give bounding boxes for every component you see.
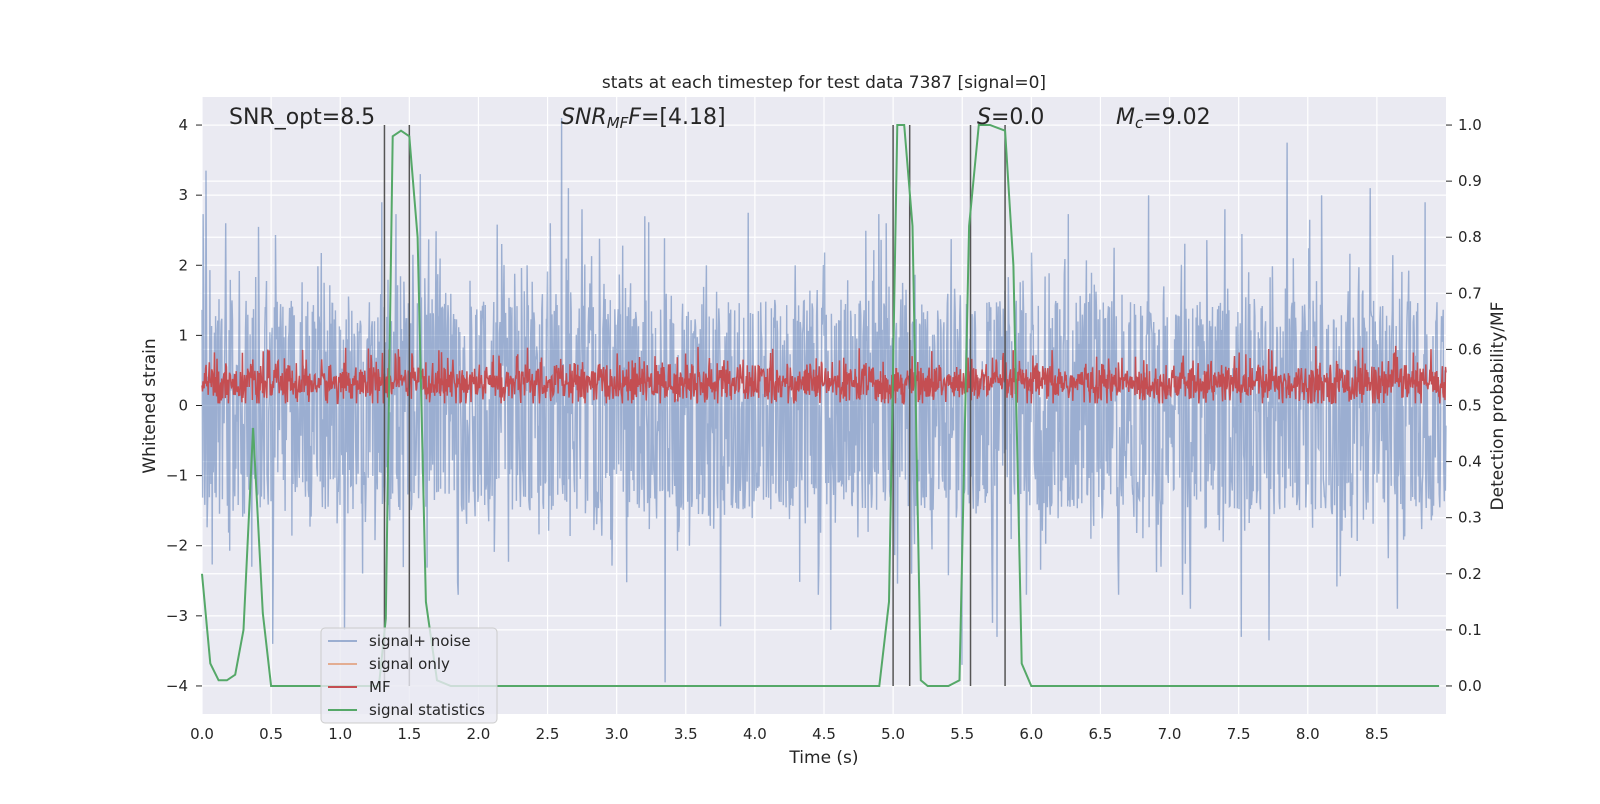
y2-tick-label: 0.0 bbox=[1458, 677, 1482, 695]
annotation-s-value: =0.0 bbox=[991, 105, 1044, 130]
x-tick-label: 2.0 bbox=[467, 725, 491, 743]
x-tick-label: 3.5 bbox=[674, 725, 698, 743]
y-tick-label: −4 bbox=[166, 677, 188, 695]
y-tick-label: 2 bbox=[178, 256, 188, 274]
chart-title: stats at each timestep for test data 738… bbox=[602, 73, 1046, 93]
x-tick-label: 8.0 bbox=[1296, 725, 1320, 743]
x-tick-label: 4.5 bbox=[812, 725, 836, 743]
y2-tick-label: 0.4 bbox=[1458, 453, 1482, 471]
legend-frame bbox=[320, 627, 498, 724]
annotation-mc: Mc=9.02 bbox=[1116, 105, 1211, 132]
annotation-snr-mf-subscript: MF bbox=[607, 114, 629, 132]
x-tick-label: 7.5 bbox=[1227, 725, 1251, 743]
x-tick-label: 1.0 bbox=[328, 725, 352, 743]
y-tick-label: 1 bbox=[178, 326, 188, 344]
annotation-mc-label: M bbox=[1116, 105, 1135, 130]
y2-tick-label: 0.5 bbox=[1458, 397, 1482, 415]
x-tick-label: 6.0 bbox=[1019, 725, 1043, 743]
y-tick-label: 0 bbox=[178, 397, 188, 415]
y2-tick-label: 0.2 bbox=[1458, 565, 1482, 583]
x-tick-label: 6.5 bbox=[1089, 725, 1113, 743]
x-tick-label: 0.0 bbox=[190, 725, 214, 743]
y2-tick-label: 0.1 bbox=[1458, 621, 1482, 639]
x-tick-label: 5.5 bbox=[950, 725, 974, 743]
x-tick-label: 8.5 bbox=[1365, 725, 1389, 743]
x-tick-label: 0.5 bbox=[259, 725, 283, 743]
legend-label-mf: MF bbox=[369, 678, 391, 696]
y-tick-label: 4 bbox=[178, 116, 188, 134]
annotation-s: S=0.0 bbox=[977, 105, 1044, 130]
y2-tick-label: 0.6 bbox=[1458, 340, 1482, 358]
y-tick-label: −3 bbox=[166, 607, 188, 625]
x-tick-label: 5.0 bbox=[881, 725, 905, 743]
y-tick-label: −1 bbox=[166, 467, 188, 485]
annotation-mc-subscript: c bbox=[1135, 114, 1144, 132]
legend-label-signal-only: signal only bbox=[369, 655, 450, 673]
annotation-snr-opt: SNR_opt=8.5 bbox=[229, 105, 375, 130]
y-tick-label: −2 bbox=[166, 537, 188, 555]
y2-axis-ticks: 1.0 0.9 0.8 0.7 0.6 0.5 0.4 0.3 0.2 0.1 0.0 bbox=[1446, 116, 1482, 695]
legend-label-signal-statistics: signal statistics bbox=[369, 701, 485, 719]
y2-tick-label: 0.8 bbox=[1458, 228, 1482, 246]
x-tick-label: 2.5 bbox=[536, 725, 560, 743]
x-axis-ticks: 0.0 0.5 1.0 1.5 2.0 2.5 3.0 3.5 4.0 4.5 5.0 5.5 6.0 6… bbox=[190, 725, 1389, 743]
y2-tick-label: 0.9 bbox=[1458, 172, 1482, 190]
y2-tick-label: 0.3 bbox=[1458, 509, 1482, 527]
legend-label-signal-noise: signal+ noise bbox=[369, 632, 471, 650]
y-axis-label: Whitened strain bbox=[140, 338, 160, 473]
annotation-snr-mf-label: SNR bbox=[561, 105, 607, 130]
legend: signal+ noise signal only MF signal stat… bbox=[320, 627, 498, 724]
annotation-snr-mf-value: =[4.18] bbox=[641, 105, 726, 130]
x-axis-label: Time (s) bbox=[788, 748, 858, 768]
y2-axis-label: Detection probability/MF bbox=[1488, 302, 1508, 511]
y-tick-label: 3 bbox=[178, 186, 188, 204]
y2-tick-label: 0.7 bbox=[1458, 284, 1482, 302]
x-tick-label: 4.0 bbox=[743, 725, 767, 743]
x-tick-label: 3.0 bbox=[605, 725, 629, 743]
annotation-mc-value: =9.02 bbox=[1143, 105, 1210, 130]
vertical-markers bbox=[383, 125, 1006, 686]
y2-tick-label: 1.0 bbox=[1458, 116, 1482, 134]
x-tick-label: 7.0 bbox=[1158, 725, 1182, 743]
annotation-s-label: S bbox=[977, 105, 991, 130]
annotation-snr-mf-value-f: F bbox=[628, 105, 641, 130]
x-tick-label: 1.5 bbox=[397, 725, 421, 743]
y-axis-ticks: 4 3 2 1 0 −1 −2 −3 −4 bbox=[166, 116, 202, 695]
annotation-snr-mf: SNRMFF=[4.18] bbox=[561, 105, 726, 132]
